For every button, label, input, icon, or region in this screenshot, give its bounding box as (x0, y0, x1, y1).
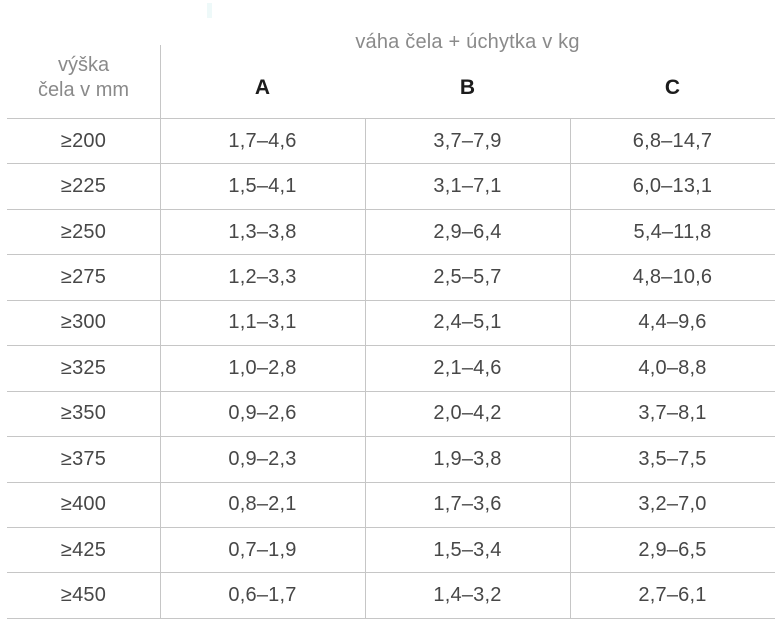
table-row: ≥250 1,3–3,8 2,9–6,4 5,4–11,8 (7, 208, 775, 254)
table-row: ≥300 1,1–3,1 2,4–5,1 4,4–9,6 (7, 299, 775, 345)
row-height-label: ≥375 (60, 447, 107, 470)
vertical-divider-b-c (570, 118, 571, 619)
value-c: 6,0–13,1 (632, 175, 713, 198)
row-height-label: ≥325 (60, 356, 107, 379)
table-row: ≥375 0,9–2,3 1,9–3,8 3,5–7,5 (7, 436, 775, 481)
value-b: 2,5–5,7 (433, 266, 502, 289)
value-b: 2,1–4,6 (433, 356, 502, 379)
table-body: ≥200 1,7–4,6 3,7–7,9 6,8–14,7 ≥225 1,5–4… (7, 118, 775, 619)
value-a: 0,7–1,9 (228, 538, 297, 561)
table-row: ≥225 1,5–4,1 3,1–7,1 6,0–13,1 (7, 163, 775, 208)
value-c: 2,9–6,5 (638, 538, 707, 561)
row-header-line1: výška (57, 54, 110, 76)
value-a: 0,9–2,3 (228, 447, 297, 470)
value-b: 2,9–6,4 (433, 220, 502, 243)
vertical-divider-rowheader (160, 45, 161, 619)
value-a: 1,7–4,6 (228, 129, 297, 152)
column-headers: A B C (160, 76, 775, 100)
value-c: 3,2–7,0 (638, 493, 707, 516)
row-height-label: ≥350 (60, 402, 107, 425)
value-b: 1,9–3,8 (433, 447, 502, 470)
table-row: ≥200 1,7–4,6 3,7–7,9 6,8–14,7 (7, 118, 775, 163)
table-row: ≥400 0,8–2,1 1,7–3,6 3,2–7,0 (7, 481, 775, 527)
table-row: ≥450 0,6–1,7 1,4–3,2 2,7–6,1 (7, 572, 775, 617)
column-header-a: A (254, 76, 271, 99)
row-height-label: ≥225 (60, 175, 107, 198)
value-c: 2,7–6,1 (638, 584, 707, 607)
value-a: 0,9–2,6 (228, 402, 297, 425)
value-b: 1,5–3,4 (433, 538, 502, 561)
scan-artifact (207, 3, 212, 18)
value-a: 1,0–2,8 (228, 356, 297, 379)
row-height-label: ≥400 (60, 493, 107, 516)
column-header-c: C (664, 76, 681, 99)
value-b: 1,4–3,2 (433, 584, 502, 607)
table-row: ≥350 0,9–2,6 2,0–4,2 3,7–8,1 (7, 390, 775, 436)
table-title: váha čela + úchytka v kg (355, 31, 580, 53)
value-c: 6,8–14,7 (632, 129, 713, 152)
table-row: ≥275 1,2–3,3 2,5–5,7 4,8–10,6 (7, 254, 775, 299)
value-b: 3,1–7,1 (433, 175, 502, 198)
value-a: 1,2–3,3 (228, 266, 297, 289)
row-height-label: ≥275 (60, 266, 107, 289)
value-b: 1,7–3,6 (433, 493, 502, 516)
row-height-label: ≥250 (60, 220, 107, 243)
value-a: 1,1–3,1 (228, 311, 297, 334)
value-c: 3,5–7,5 (638, 447, 707, 470)
value-b: 3,7–7,9 (433, 129, 502, 152)
value-b: 2,0–4,2 (433, 402, 502, 425)
table-row: ≥425 0,7–1,9 1,5–3,4 2,9–6,5 (7, 526, 775, 572)
row-height-label: ≥300 (60, 311, 107, 334)
value-c: 4,4–9,6 (638, 311, 707, 334)
table-row: ≥325 1,0–2,8 2,1–4,6 4,0–8,8 (7, 345, 775, 390)
vertical-divider-a-b (365, 118, 366, 619)
value-a: 0,6–1,7 (228, 584, 297, 607)
value-a: 0,8–2,1 (228, 493, 297, 516)
column-header-b: B (459, 76, 476, 99)
value-c: 3,7–8,1 (638, 402, 707, 425)
row-header-label: výška čela v mm (7, 53, 160, 103)
value-a: 1,3–3,8 (228, 220, 297, 243)
value-c: 4,0–8,8 (638, 356, 707, 379)
row-height-label: ≥450 (60, 584, 107, 607)
value-a: 1,5–4,1 (228, 175, 297, 198)
value-c: 4,8–10,6 (632, 266, 713, 289)
row-header-line2: čela v mm (37, 79, 130, 101)
value-b: 2,4–5,1 (433, 311, 502, 334)
value-c: 5,4–11,8 (633, 220, 712, 243)
row-height-label: ≥425 (60, 538, 107, 561)
row-height-label: ≥200 (60, 129, 107, 152)
